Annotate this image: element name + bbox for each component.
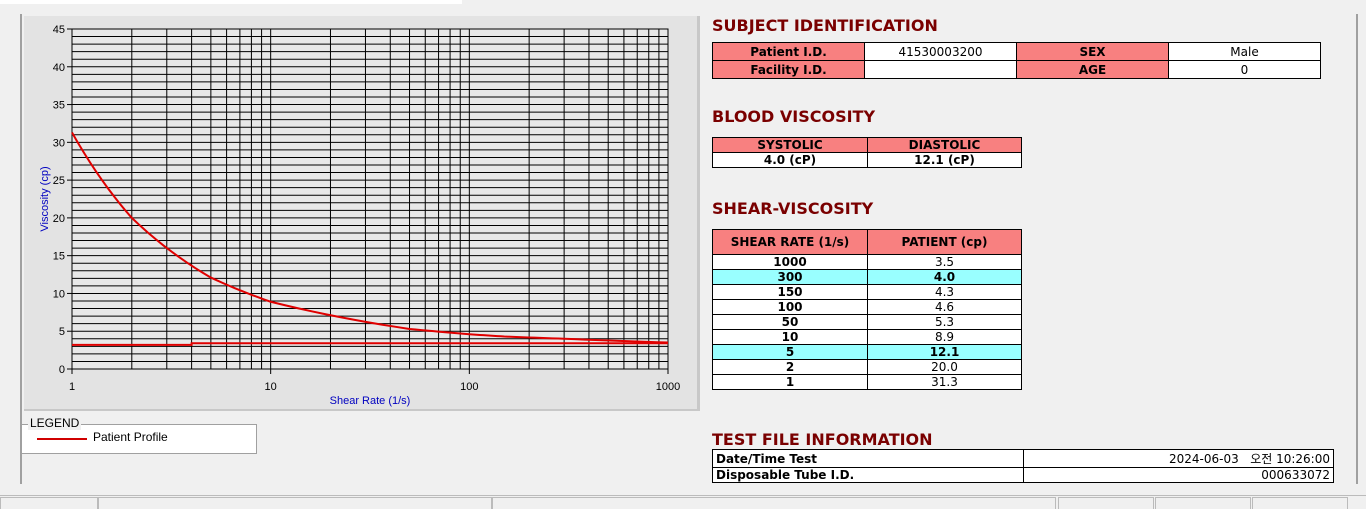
shear-rate-cell: 150 [713, 285, 868, 300]
shear-rate-cell: 1000 [713, 255, 868, 270]
status-panel [0, 497, 98, 509]
shear-rate-cell: 300 [713, 270, 868, 285]
y-tick-label: 25 [53, 175, 65, 187]
diastolic-value: 12.1 (cP) [868, 153, 1022, 168]
shear-value-cell: 4.6 [868, 300, 1022, 315]
legend-title: LEGEND [28, 416, 81, 430]
patient-id-value: 41530003200 [865, 43, 1017, 61]
facility-value [865, 61, 1017, 79]
y-tick-label: 45 [53, 24, 65, 36]
date-label: Date/Time Test [713, 450, 1024, 468]
y-tick-label: 30 [53, 137, 65, 149]
shear-value-cell: 20.0 [868, 360, 1022, 375]
status-panel [492, 497, 1056, 509]
y-tick-label: 40 [53, 62, 65, 74]
tube-label: Disposable Tube I.D. [713, 468, 1024, 483]
shear-value-cell: 3.5 [868, 255, 1022, 270]
status-panel [1058, 497, 1154, 509]
subject-title: SUBJECT IDENTIFICATION [712, 16, 938, 35]
facility-label: Facility I.D. [713, 61, 865, 79]
shear-rate-cell: 5 [713, 345, 868, 360]
x-tick-label: 1000 [656, 381, 680, 393]
status-panel [1252, 497, 1348, 509]
legend-item-label: Patient Profile [93, 430, 168, 444]
diastolic-label: DIASTOLIC [868, 138, 1022, 153]
age-value: 0 [1169, 61, 1321, 79]
shear-value-cell: 12.1 [868, 345, 1022, 360]
age-label: AGE [1017, 61, 1169, 79]
top-strip [0, 0, 462, 4]
tube-value: 000633072 [1024, 468, 1334, 483]
patient-header: PATIENT (cp) [868, 230, 1022, 255]
y-tick-label: 20 [53, 213, 65, 225]
x-tick-label: 100 [460, 381, 478, 393]
y-tick-label: 10 [53, 288, 65, 300]
shear-rate-cell: 10 [713, 330, 868, 345]
sex-value: Male [1169, 43, 1321, 61]
shear-value-cell: 5.3 [868, 315, 1022, 330]
y-tick-label: 15 [53, 251, 65, 263]
shear-value-cell: 31.3 [868, 375, 1022, 390]
systolic-value: 4.0 (cP) [713, 153, 868, 168]
y-tick-label: 5 [59, 326, 65, 338]
shear-rate-cell: 100 [713, 300, 868, 315]
y-tick-label: 0 [59, 364, 65, 376]
x-axis-label: Shear Rate (1/s) [330, 395, 411, 407]
plot-area [72, 29, 668, 369]
shear-rate-header: SHEAR RATE (1/s) [713, 230, 868, 255]
status-panel [1155, 497, 1251, 509]
status-panel [98, 497, 492, 509]
shear-title: SHEAR-VISCOSITY [712, 199, 873, 218]
shear-rate-cell: 50 [713, 315, 868, 330]
shear-value-cell: 4.0 [868, 270, 1022, 285]
patient-id-label: Patient I.D. [713, 43, 865, 61]
chart-frame: 0 5 10 15 20 25 30 35 40 45 1 10 100 1000 Shear Rate (… [24, 16, 700, 411]
shear-rate-cell: 1 [713, 375, 868, 390]
date-value: 2024-06-03 오전 10:26:00 [1024, 450, 1334, 468]
legend-line-swatch [37, 438, 87, 440]
systolic-label: SYSTOLIC [713, 138, 868, 153]
testfile-title: TEST FILE INFORMATION [712, 430, 933, 449]
y-tick-label: 35 [53, 100, 65, 112]
sex-label: SEX [1017, 43, 1169, 61]
x-tick-label: 1 [69, 381, 75, 393]
y-axis-label: Viscosity (cp) [39, 166, 51, 231]
viscosity-chart: 0 5 10 15 20 25 30 35 40 45 1 10 100 1000 Shear Rate (… [24, 16, 697, 409]
shear-value-cell: 4.3 [868, 285, 1022, 300]
blood-title: BLOOD VISCOSITY [712, 107, 875, 126]
right-divider [1356, 14, 1358, 484]
x-tick-label: 10 [265, 381, 277, 393]
shear-rate-cell: 2 [713, 360, 868, 375]
shear-value-cell: 8.9 [868, 330, 1022, 345]
